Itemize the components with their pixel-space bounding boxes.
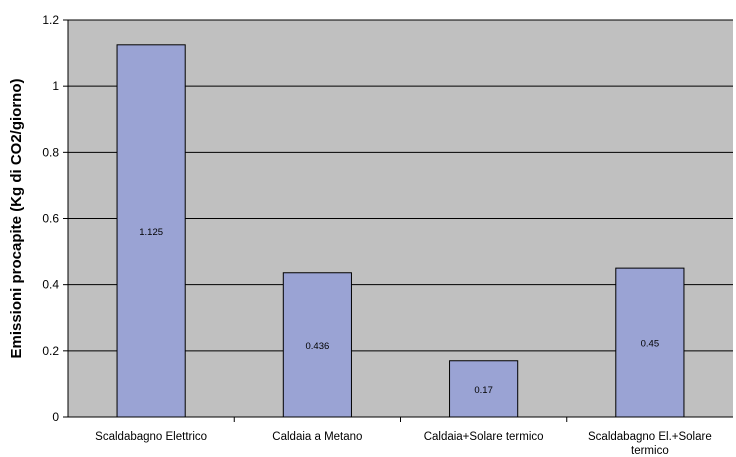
- x-tick-labels: Scaldabagno Elettrico Caldaia a Metano Cal…: [95, 431, 712, 457]
- data-label: 1.125: [139, 227, 163, 238]
- y-tick-labels: 0 0.2 0.4 0.6 0.8 1 1.2: [42, 13, 59, 424]
- y-tick-label: 0: [52, 410, 59, 424]
- data-label: 0.436: [305, 341, 329, 352]
- y-tick-label: 0.6: [42, 212, 59, 226]
- y-tick-label: 0.2: [42, 344, 59, 358]
- axes: [63, 19, 733, 422]
- x-tick-label: Scaldabagno El.+Solare: [588, 431, 712, 443]
- data-label: 0.17: [474, 385, 493, 396]
- bar: [116, 44, 186, 418]
- y-tick-label: 1.2: [42, 13, 59, 27]
- bars: [116, 44, 685, 418]
- y-tick-label: 0.8: [42, 145, 59, 159]
- x-tick-label: Scaldabagno Elettrico: [95, 431, 207, 443]
- y-tick-label: 0.4: [42, 278, 59, 292]
- x-tick-label: Caldaia a Metano: [272, 431, 362, 443]
- data-labels: 1.125 0.436 0.17 0.45: [139, 227, 659, 396]
- y-axis-label: Emissioni procapite (Kg di CO2/giorno): [8, 78, 25, 358]
- x-tick-label: termico: [631, 445, 669, 457]
- x-tick-label: Caldaia+Solare termico: [424, 431, 544, 443]
- y-tick-label: 1: [52, 79, 59, 93]
- data-label: 0.45: [641, 339, 660, 350]
